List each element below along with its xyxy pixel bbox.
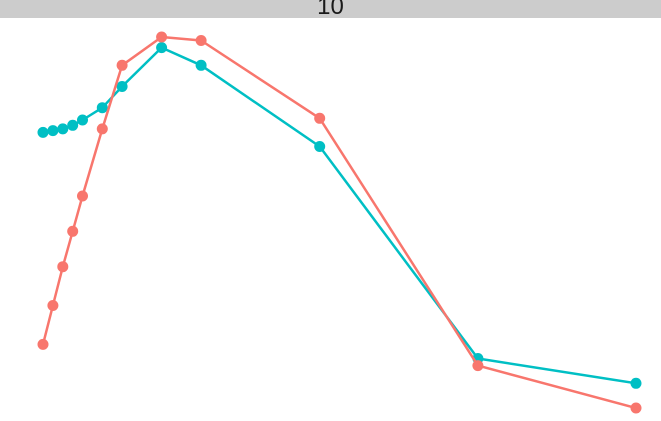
data-point xyxy=(77,190,88,202)
data-point xyxy=(314,141,326,152)
data-point xyxy=(47,300,59,311)
data-point xyxy=(57,261,69,273)
data-point xyxy=(47,125,59,137)
facet-strip: 10 xyxy=(0,0,661,18)
data-point xyxy=(37,126,49,138)
data-point xyxy=(472,360,484,372)
data-point xyxy=(116,81,128,92)
data-point xyxy=(67,225,79,237)
facet-strip-label: 10 xyxy=(317,0,344,18)
data-point xyxy=(116,59,128,71)
data-point xyxy=(630,402,642,414)
data-point xyxy=(630,377,642,389)
series-line-1 xyxy=(41,35,637,410)
data-point xyxy=(156,31,168,43)
data-point xyxy=(37,338,49,350)
data-point xyxy=(96,102,108,114)
data-point xyxy=(57,123,69,135)
data-point xyxy=(96,123,108,135)
series-line-0 xyxy=(42,46,637,385)
data-point xyxy=(156,42,168,54)
series-0 xyxy=(37,42,642,389)
data-point xyxy=(77,114,88,126)
data-point xyxy=(67,119,79,131)
data-point xyxy=(314,112,326,124)
series-layer xyxy=(37,31,642,414)
series-1 xyxy=(37,31,642,414)
data-point xyxy=(195,35,207,46)
data-point xyxy=(195,59,207,71)
